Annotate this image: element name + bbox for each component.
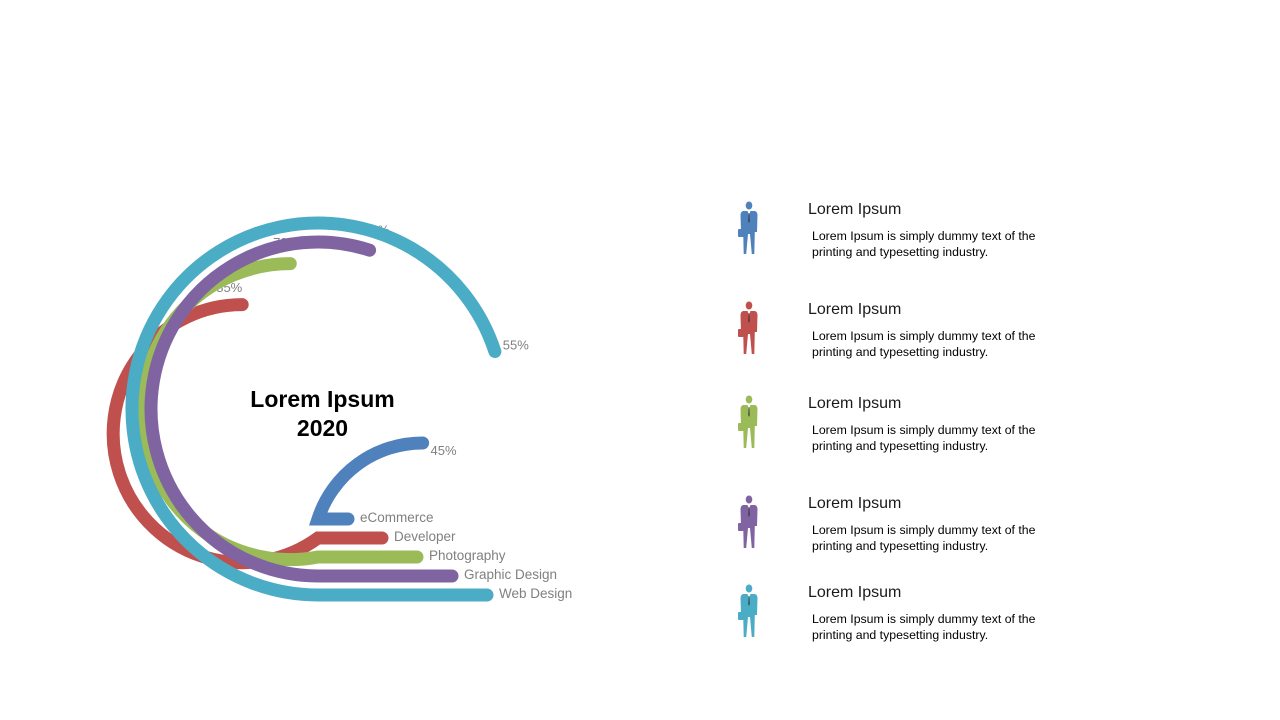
legend-item-1: Lorem Ipsum Lorem Ipsum is simply dummy … <box>730 201 1090 271</box>
businessman-icon <box>738 301 758 354</box>
legend-title: Lorem Ipsum <box>808 301 902 318</box>
legend-title: Lorem Ipsum <box>808 495 902 512</box>
businessman-icon <box>738 201 758 254</box>
legend-title: Lorem Ipsum <box>808 584 902 601</box>
legend-item-2: Lorem Ipsum Lorem Ipsum is simply dummy … <box>730 301 1090 371</box>
category-label: Photography <box>429 548 506 563</box>
legend-title: Lorem Ipsum <box>808 395 902 412</box>
businessman-icon <box>738 495 758 548</box>
category-label: Developer <box>394 529 456 544</box>
legend-item-4: Lorem Ipsum Lorem Ipsum is simply dummy … <box>730 495 1090 565</box>
businessman-icon <box>738 395 758 448</box>
legend-description: Lorem Ipsum is simply dummy text of the … <box>812 612 1036 642</box>
category-label: eCommerce <box>360 510 434 525</box>
value-label: 45% <box>431 443 457 458</box>
legend-description: Lorem Ipsum is simply dummy text of the … <box>812 523 1036 553</box>
bar-graphic-design <box>144 235 459 583</box>
legend-description: Lorem Ipsum is simply dummy text of the … <box>812 229 1036 259</box>
center-title-line-2: 2020 <box>296 415 349 441</box>
category-label: Graphic Design <box>464 567 557 582</box>
value-label: 55% <box>503 338 529 353</box>
center-title-line-1: Lorem Ipsum <box>250 386 395 412</box>
legend-description: Lorem Ipsum is simply dummy text of the … <box>812 329 1036 359</box>
bar-web-design <box>125 216 502 602</box>
category-label: Web Design <box>499 586 572 601</box>
legend-item-5: Lorem Ipsum Lorem Ipsum is simply dummy … <box>730 584 1090 654</box>
bar-ecommerce <box>309 436 430 526</box>
legend-title: Lorem Ipsum <box>808 201 902 218</box>
chart-center-title: Lorem Ipsum 2020 <box>215 385 430 443</box>
businessman-icon <box>738 584 758 637</box>
legend-description: Lorem Ipsum is simply dummy text of the … <box>812 423 1036 453</box>
legend-item-3: Lorem Ipsum Lorem Ipsum is simply dummy … <box>730 395 1090 465</box>
